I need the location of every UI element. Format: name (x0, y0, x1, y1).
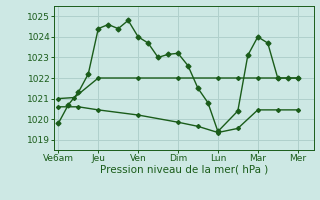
X-axis label: Pression niveau de la mer( hPa ): Pression niveau de la mer( hPa ) (100, 165, 268, 175)
